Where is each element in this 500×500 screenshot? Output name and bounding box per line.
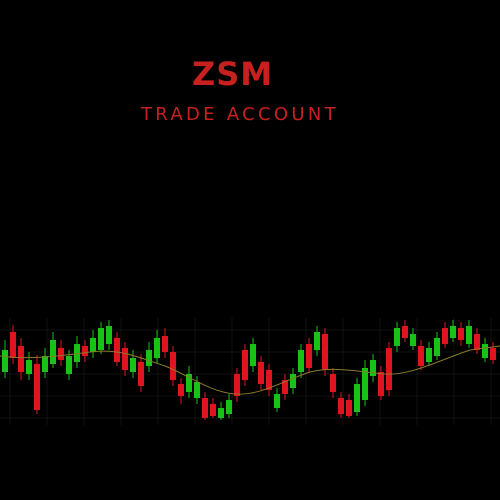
candle-down [82,346,88,356]
candle-up [226,400,232,414]
candle-up [466,326,472,344]
candle-up [218,408,224,418]
candle-group [2,320,496,420]
brand-name: ZSM [192,55,274,93]
candle-down [474,334,480,350]
tagline: TRADE ACCOUNT [141,104,339,125]
candle-down [386,348,392,390]
candle-up [186,374,192,392]
candle-down [202,398,208,418]
candlestick-chart-icon [0,318,500,425]
candle-up [410,334,416,346]
candle-down [18,346,24,372]
candle-down [418,346,424,366]
candle-up [106,326,112,344]
candle-up [50,340,56,364]
candle-down [378,372,384,396]
candle-up [314,332,320,350]
candle-up [42,356,48,372]
candle-up [66,356,72,374]
candle-up [74,344,80,362]
candle-down [234,374,240,396]
candle-down [34,364,40,410]
candle-up [450,326,456,338]
candle-up [26,360,32,374]
candle-up [426,348,432,362]
candle-down [458,328,464,340]
candle-down [122,348,128,370]
candle-up [482,344,488,358]
candle-up [154,338,160,358]
candle-down [138,362,144,386]
candle-down [266,370,272,390]
candle-up [250,344,256,366]
candle-down [282,380,288,394]
candle-up [290,374,296,388]
candle-up [130,358,136,372]
candle-down [114,338,120,362]
candle-down [242,350,248,380]
candle-down [10,332,16,358]
candle-down [258,362,264,384]
moving-average-line [0,345,500,395]
grid-lines [0,318,500,425]
candle-down [442,328,448,344]
candle-up [98,328,104,350]
candle-up [434,338,440,356]
candle-down [490,348,496,360]
candle-up [298,350,304,372]
candle-down [170,352,176,380]
candle-down [210,404,216,416]
candle-up [354,384,360,412]
candle-up [2,350,8,372]
candle-down [162,336,168,352]
candle-up [194,382,200,398]
candle-up [362,368,368,400]
candle-down [346,400,352,416]
candle-down [322,334,328,370]
candle-up [90,338,96,352]
candle-down [402,326,408,338]
candle-down [338,398,344,414]
candle-down [330,374,336,392]
candle-up [146,350,152,366]
candle-up [274,394,280,408]
candle-down [306,344,312,368]
candle-down [58,348,64,360]
candle-up [370,360,376,376]
candle-down [178,384,184,396]
candle-up [394,328,400,346]
